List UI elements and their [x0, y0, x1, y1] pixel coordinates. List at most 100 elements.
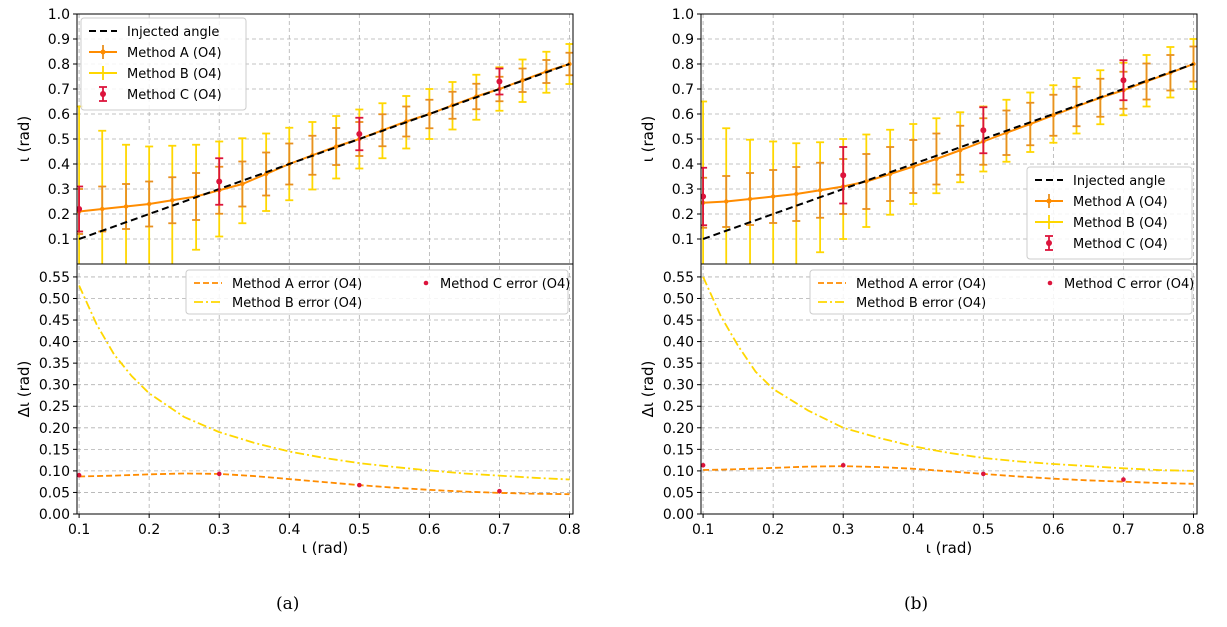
- top-legend: Injected angle Method A (O4) Method B (O4)…: [1026, 166, 1193, 260]
- x-tick-label: 0.4: [902, 522, 924, 538]
- method-c-error-point: [76, 472, 82, 478]
- legend-label: Method B error (O4): [856, 296, 986, 311]
- y-tick-label-top: 0.4: [48, 157, 70, 173]
- y-tick-label-top: 1.0: [672, 7, 694, 23]
- legend-label: Method C (O4): [127, 88, 222, 103]
- top-plot-series: [77, 43, 573, 264]
- y-tick-label-top: 0.6: [48, 107, 70, 123]
- x-tick-label: 0.7: [488, 522, 510, 538]
- method-a-point: [794, 191, 799, 197]
- panel-b: 0.1 0.2 0.3 0.4 0.5 0.6 0.7 0.8 0.9 1.0 0.00 0.05 0.…: [639, 7, 1205, 557]
- method-a-point: [770, 194, 776, 199]
- legend-label: Method C error (O4): [440, 277, 570, 292]
- y-tick-label-bottom: 0.50: [663, 291, 694, 307]
- method-c-error-point: [357, 482, 362, 488]
- x-tick-label: 0.2: [138, 522, 160, 538]
- y-tick-label-bottom: 0.55: [39, 270, 70, 286]
- caption-a: (a): [276, 594, 300, 614]
- method-a-point: [123, 204, 129, 209]
- method-a-point: [864, 179, 869, 184]
- method-c-error-point: [981, 471, 986, 477]
- y-axis-label-bottom: Δι (rad): [639, 361, 657, 418]
- legend-swatch-method-c-point: [100, 91, 106, 97]
- method-a-point: [334, 144, 339, 149]
- y-tick-label-bottom: 0.25: [39, 399, 70, 415]
- y-tick-label-top: 0.5: [672, 132, 694, 148]
- x-tick-label: 0.5: [348, 522, 370, 538]
- bottom-axes-frame: [700, 263, 1198, 515]
- y-tick-label-bottom: 0.00: [39, 507, 70, 523]
- bottom-legend: Method A error (O4) Method B error (O4) Me…: [809, 269, 1194, 315]
- legend-box: [809, 269, 1193, 315]
- legend-swatch-method-c-error: [423, 280, 429, 286]
- legend-label: Method A (O4): [127, 46, 222, 61]
- y-tick-label-bottom: 0.30: [39, 378, 70, 394]
- bottom-axes-frame: [76, 263, 574, 515]
- y-tick-label-top: 0.7: [672, 82, 694, 98]
- x-tick-label: 0.8: [1182, 522, 1204, 538]
- x-tick-label: 0.1: [68, 522, 90, 538]
- legend-swatch-method-c-point: [1046, 240, 1052, 246]
- legend-label: Method A (O4): [1073, 195, 1168, 210]
- y-axis-label-top: ι (rad): [15, 116, 33, 162]
- method-b-error-line: [702, 276, 1194, 472]
- y-tick-label-bottom: 0.20: [663, 421, 694, 437]
- legend-label: Method B (O4): [127, 67, 222, 82]
- y-tick-label-bottom: 0.45: [39, 313, 70, 329]
- y-tick-label-bottom: 0.05: [39, 485, 70, 501]
- y-tick-label-top: 0.4: [672, 157, 694, 173]
- legend-label: Injected angle: [127, 25, 219, 40]
- legend-box: [185, 269, 569, 315]
- method-c-point: [1120, 77, 1127, 84]
- method-a-error-line: [79, 472, 570, 496]
- method-c-error-point: [840, 462, 846, 468]
- panel-a: 0.1 0.2 0.3 0.4 0.5 0.6 0.7 0.8 0.9 1.0 0.00 0.05 0.…: [15, 7, 581, 557]
- legend-label: Method C (O4): [1073, 237, 1168, 252]
- y-tick-label-top: 0.8: [48, 57, 70, 73]
- y-tick-label-bottom: 0.10: [663, 464, 694, 480]
- y-tick-label-bottom: 0.40: [39, 335, 70, 351]
- method-a-error-line: [703, 465, 1194, 485]
- y-tick-label-bottom: 0.10: [39, 464, 70, 480]
- y-axis-label-bottom: Δι (rad): [15, 361, 33, 418]
- bottom-legend: Method A error (O4) Method B error (O4) Me…: [185, 269, 570, 315]
- method-a-point: [747, 196, 753, 202]
- legend-swatch-method-a-point: [1046, 198, 1052, 204]
- top-legend: Injected angle Method A (O4) Method B (O4)…: [80, 17, 247, 111]
- method-c-error-point: [497, 488, 502, 494]
- injected-angle-line: [78, 63, 570, 240]
- method-a-point: [958, 148, 963, 153]
- caption-b: (b): [904, 594, 929, 614]
- x-tick-label: 0.6: [1042, 522, 1064, 538]
- y-axis-label-top: ι (rad): [639, 116, 657, 162]
- method-c-point: [701, 193, 707, 200]
- y-tick-label-bottom: 0.05: [663, 485, 694, 501]
- method-c-point: [980, 127, 987, 134]
- method-a-point: [1051, 113, 1056, 118]
- method-a-point: [240, 181, 245, 187]
- legend-label: Injected angle: [1073, 174, 1165, 189]
- legend-swatch-method-c-error: [1047, 280, 1053, 286]
- y-tick-label-bottom: 0.35: [663, 356, 694, 372]
- bottom-plot-series: [700, 276, 1194, 485]
- legend-swatch-method-a-point: [100, 49, 106, 55]
- x-axis-label: ι (rad): [926, 539, 972, 557]
- legend-label: Method C error (O4): [1064, 277, 1194, 292]
- method-a-point: [1144, 79, 1149, 84]
- method-c-point: [496, 78, 503, 85]
- y-tick-label-bottom: 0.25: [663, 399, 694, 415]
- method-a-point: [817, 188, 823, 193]
- method-c-error-point: [216, 471, 222, 477]
- y-tick-label-top: 1.0: [48, 7, 70, 23]
- y-tick-label-top: 0.1: [48, 232, 70, 248]
- method-c-point: [216, 178, 223, 185]
- y-tick-label-top: 0.6: [672, 107, 694, 123]
- y-tick-label-top: 0.3: [48, 182, 70, 198]
- y-tick-label-top: 0.9: [48, 32, 70, 48]
- y-tick-label-bottom: 0.30: [663, 378, 694, 394]
- method-c-point: [77, 206, 83, 212]
- y-tick-label-top: 0.2: [672, 207, 694, 223]
- x-tick-label: 0.2: [762, 522, 784, 538]
- y-tick-label-top: 0.9: [672, 32, 694, 48]
